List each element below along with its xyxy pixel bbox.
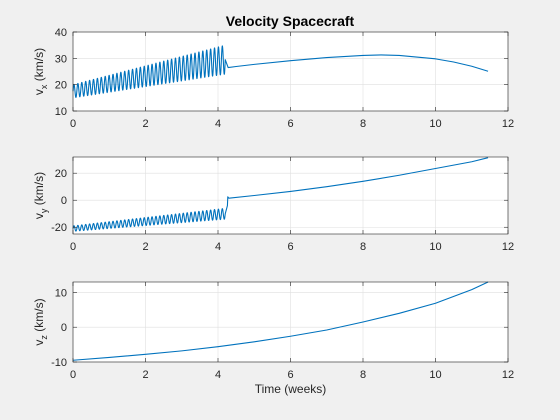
x-tick-label: 4 (215, 118, 221, 130)
x-axis-label: Time (weeks) (255, 382, 327, 396)
y-tick-label: 0 (61, 322, 67, 334)
y-tick-label: -10 (51, 357, 67, 369)
x-tick-label: 8 (360, 241, 366, 253)
y-tick-label: 20 (55, 80, 67, 92)
x-tick-label: 8 (360, 369, 366, 381)
x-tick-label: 10 (429, 118, 441, 130)
data-series-line (72, 157, 489, 232)
y-tick-label: 30 (55, 53, 67, 65)
x-tick-label: 6 (287, 369, 293, 381)
y-axis-label-unit: (km/s) (32, 48, 46, 85)
x-tick-label: 2 (142, 118, 148, 130)
x-tick-label: 12 (502, 118, 514, 130)
x-tick-label: 4 (215, 369, 221, 381)
y-axis-label-main: v (32, 340, 46, 346)
x-tick-label: 10 (429, 369, 441, 381)
x-tick-label: 0 (70, 369, 76, 381)
y-axis-label-subscript: z (39, 335, 49, 340)
y-axis-label-main: v (32, 213, 46, 219)
y-axis-label: vx (km/s) (32, 48, 49, 95)
x-tick-label: 0 (70, 241, 76, 253)
y-axis-label-unit: (km/s) (32, 298, 46, 335)
x-tick-label: 12 (502, 369, 514, 381)
x-tick-label: 10 (429, 241, 441, 253)
x-tick-label: 6 (287, 118, 293, 130)
y-tick-label: 40 (55, 27, 67, 39)
data-series-line (72, 281, 489, 361)
figure-title: Velocity Spacecraft (226, 13, 355, 29)
x-tick-label: 12 (502, 241, 514, 253)
y-axis-label: vz (km/s) (32, 298, 49, 345)
y-tick-label: 10 (55, 106, 67, 118)
x-tick-label: 0 (70, 118, 76, 130)
y-axis-label-unit: (km/s) (32, 172, 46, 209)
y-tick-label: 0 (61, 195, 67, 207)
y-tick-label: 10 (55, 287, 67, 299)
y-tick-label: 20 (55, 168, 67, 180)
panel-1: 0 2 4 6 8 10 12 10 20 30 40 vx (km/s) (32, 27, 514, 130)
x-tick-label: 4 (215, 241, 221, 253)
x-tick-label: 6 (287, 241, 293, 253)
x-tick-label: 8 (360, 118, 366, 130)
y-axis-label-subscript: x (39, 84, 49, 89)
y-tick-label: -20 (51, 222, 67, 234)
data-series-line (72, 45, 489, 98)
y-axis-label: vy (km/s) (32, 172, 49, 219)
x-tick-label: 2 (142, 369, 148, 381)
y-axis-label-subscript: y (39, 208, 49, 213)
y-axis-label-main: v (32, 89, 46, 95)
x-tick-label: 2 (142, 241, 148, 253)
